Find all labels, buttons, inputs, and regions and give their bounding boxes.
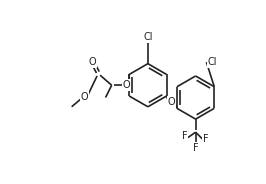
Text: F: F [203, 134, 209, 144]
Text: Cl: Cl [208, 57, 217, 67]
Text: F: F [182, 131, 188, 141]
Text: O: O [81, 92, 89, 102]
Text: O: O [89, 57, 96, 67]
Text: F: F [193, 143, 198, 153]
Text: Cl: Cl [143, 33, 153, 43]
Text: O: O [168, 97, 176, 107]
Text: O: O [123, 80, 130, 90]
